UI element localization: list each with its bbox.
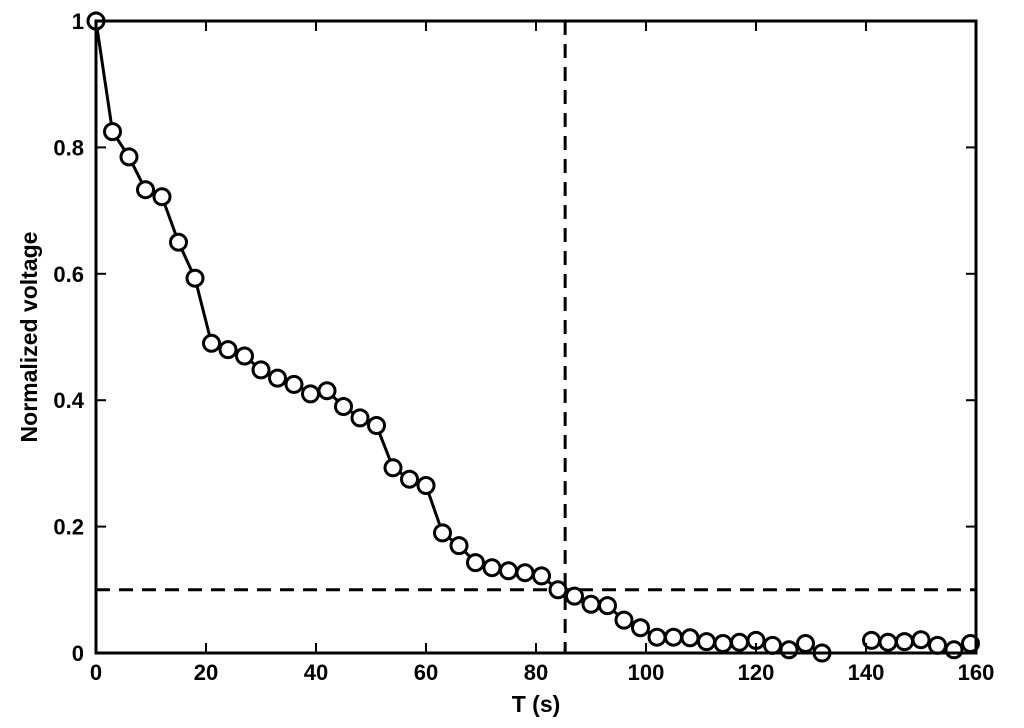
data-point (383, 458, 403, 478)
data-point (647, 627, 667, 647)
x-tick-label: 40 (304, 660, 328, 685)
data-point (598, 596, 617, 616)
x-tick-label: 0 (90, 660, 102, 685)
data-point (532, 566, 551, 586)
data-point (928, 635, 947, 655)
y-tick-label: 0.8 (53, 135, 84, 160)
data-point (796, 634, 815, 653)
data-point (713, 634, 733, 653)
y-axis: 0 0.2 0.4 0.6 0.8 1 (53, 9, 976, 666)
data-point (119, 147, 139, 167)
data-point (763, 635, 782, 655)
data-point (400, 469, 419, 489)
x-axis-title: T (s) (512, 691, 561, 717)
x-axis: 0 20 40 60 80 100 120 140 160 (90, 21, 994, 685)
y-tick-label: 0 (72, 641, 84, 666)
data-point (235, 346, 254, 366)
x-tick-label: 140 (848, 660, 885, 685)
y-tick-label: 0.6 (53, 262, 84, 287)
data-point (433, 523, 452, 543)
data-point (251, 360, 271, 380)
x-tick-label: 120 (738, 660, 775, 685)
data-point (416, 476, 436, 495)
data-point (466, 553, 485, 573)
data-point (317, 381, 337, 401)
data-point (680, 628, 700, 648)
data-point (185, 268, 205, 288)
data-point (103, 122, 122, 142)
data-point (268, 368, 287, 388)
data-point (334, 397, 353, 416)
data-point (878, 632, 898, 652)
y-tick-label: 1 (72, 9, 84, 34)
data-point (350, 408, 370, 428)
x-tick-label: 20 (194, 660, 218, 685)
plot-background (96, 21, 976, 653)
data-point (449, 536, 469, 556)
data-point (284, 374, 304, 394)
data-point (202, 333, 221, 353)
data-point (482, 558, 502, 578)
data-point (367, 416, 386, 435)
x-tick-label: 60 (414, 660, 438, 685)
data-point (614, 610, 634, 630)
y-tick-label: 0.2 (53, 515, 84, 540)
y-axis-title: Normalized voltage (16, 232, 42, 443)
x-tick-label: 100 (628, 660, 665, 685)
data-point (664, 627, 683, 647)
reference-lines (96, 21, 976, 653)
data-point (944, 640, 964, 660)
data-point (515, 563, 535, 583)
data-point (169, 232, 188, 252)
data-point (548, 580, 568, 600)
y-tick-label: 0.4 (53, 388, 84, 413)
data-point (697, 632, 716, 652)
data-point (631, 618, 650, 638)
data-point (565, 586, 584, 606)
data-point (895, 632, 914, 652)
x-tick-label: 160 (958, 660, 995, 685)
data-point (301, 384, 320, 404)
data-point (779, 640, 799, 660)
data-point (218, 340, 238, 360)
data-point (499, 561, 518, 581)
series-markers (86, 11, 980, 663)
data-point (152, 187, 172, 207)
data-point (911, 630, 931, 650)
data-point (581, 594, 601, 614)
data-point (730, 632, 749, 652)
x-tick-label: 80 (524, 660, 548, 685)
data-point (136, 180, 155, 200)
